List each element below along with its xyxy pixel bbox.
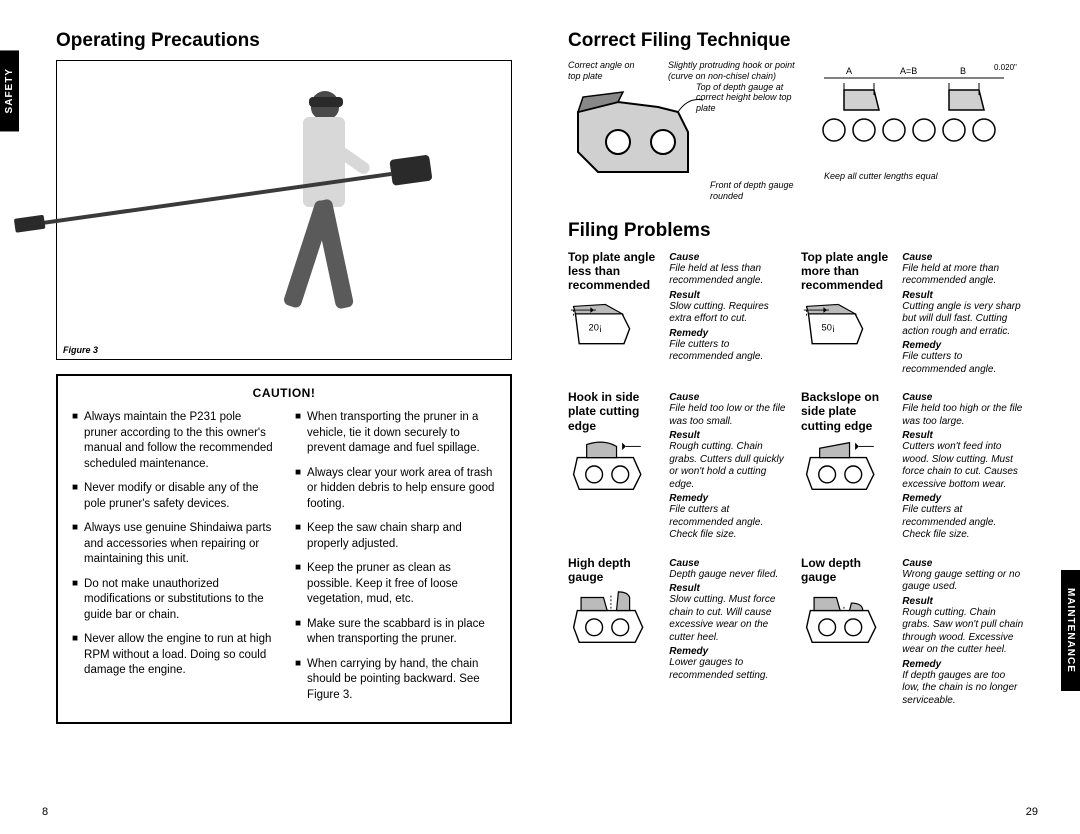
problem-diagram-icon: 20¡ (568, 297, 642, 347)
correct-filing-heading: Correct Filing Technique (568, 30, 1024, 52)
left-page: SAFETY Operating Precautions (0, 0, 540, 834)
cf-label-e: Keep all cutter lengths equal (824, 171, 938, 182)
caution-bullet: ■Make sure the scabbard is in place when… (295, 617, 496, 648)
problem-title: Top plate angle less than recommended (568, 250, 659, 293)
problem-text: CauseFile held too low or the file was t… (669, 390, 791, 542)
caution-col-right: ■When transporting the pruner in a vehic… (295, 410, 496, 712)
right-page: MAINTENANCE Correct Filing Technique Cor… (540, 0, 1080, 834)
caution-title: CAUTION! (72, 386, 496, 400)
dim-b: B (960, 66, 966, 76)
caution-bullet: ■Do not make unauthorized modifications … (72, 577, 273, 624)
maintenance-tab: MAINTENANCE (1061, 570, 1080, 691)
problem-diagram-icon (568, 588, 642, 638)
figure-label: Figure 3 (63, 345, 98, 355)
correct-filing-diagram: Correct angle on top plate Slightly prot… (568, 60, 1024, 202)
caution-bullet: ■Always use genuine Shindaiwa parts and … (72, 521, 273, 568)
cf-label-d: Front of depth gauge rounded (710, 180, 800, 202)
caution-bullet: ■When carrying by hand, the chain should… (295, 657, 496, 704)
chain-equal-icon: A A=B B 0.020" (804, 60, 1024, 160)
page-number-left: 8 (42, 806, 48, 818)
dim-ab: A=B (900, 66, 917, 76)
problem-diagram-icon: 50¡ (801, 297, 875, 347)
problem-title: Top plate angle more than recommended (801, 250, 892, 293)
problem-cell: Top plate angle less than recommended 20… (568, 250, 659, 377)
cf-label-a: Correct angle on top plate (568, 60, 648, 82)
problem-cell: Low depth gauge (801, 556, 892, 708)
svg-text:50¡: 50¡ (822, 322, 835, 332)
caution-bullet: ■Keep the pruner as clean as possible. K… (295, 561, 496, 608)
figure-3: Figure 3 (56, 60, 512, 360)
problem-text: CauseDepth gauge never filed. ResultSlow… (669, 556, 791, 708)
problem-diagram-icon (801, 437, 875, 487)
caution-bullet: ■Never modify or disable any of the pole… (72, 481, 273, 512)
caution-bullet: ■Always maintain the P231 pole pruner ac… (72, 410, 273, 472)
problem-diagram-icon (568, 437, 642, 487)
cf-label-c: Top of depth gauge at correct height bel… (696, 82, 796, 114)
problem-title: High depth gauge (568, 556, 659, 585)
dim-a: A (846, 66, 852, 76)
problem-text: CauseFile held at less than recommended … (669, 250, 791, 377)
problem-title: Backslope on side plate cutting edge (801, 390, 892, 433)
problem-title: Low depth gauge (801, 556, 892, 585)
problem-text: CauseFile held at more than recommended … (902, 250, 1024, 377)
caution-bullet: ■When transporting the pruner in a vehic… (295, 410, 496, 457)
cf-label-b: Slightly protruding hook or point (curve… (668, 60, 796, 82)
problem-cell: Backslope on side plate cutting edge (801, 390, 892, 542)
safety-tab: SAFETY (0, 50, 19, 131)
filing-problems-heading: Filing Problems (568, 220, 1024, 242)
caution-box: CAUTION! ■Always maintain the P231 pole … (56, 374, 512, 724)
svg-text:0.020": 0.020" (994, 63, 1017, 72)
caution-bullet: ■Never allow the engine to run at high R… (72, 632, 273, 679)
operating-precautions-heading: Operating Precautions (56, 30, 512, 52)
problem-diagram-icon (801, 588, 875, 638)
problem-text: CauseWrong gauge setting or no gauge use… (902, 556, 1024, 708)
problem-cell: Hook in side plate cutting edge (568, 390, 659, 542)
caution-bullet: ■Keep the saw chain sharp and properly a… (295, 521, 496, 552)
problem-title: Hook in side plate cutting edge (568, 390, 659, 433)
svg-text:20¡: 20¡ (589, 322, 602, 332)
caution-col-left: ■Always maintain the P231 pole pruner ac… (72, 410, 273, 712)
caution-bullet: ■Always clear your work area of trash or… (295, 466, 496, 513)
problem-cell: High depth gauge (568, 556, 659, 708)
problem-text: CauseFile held too high or the file was … (902, 390, 1024, 542)
problem-cell: Top plate angle more than recommended 50… (801, 250, 892, 377)
page-number-right: 29 (1026, 806, 1038, 818)
problems-grid: Top plate angle less than recommended 20… (568, 250, 1024, 708)
